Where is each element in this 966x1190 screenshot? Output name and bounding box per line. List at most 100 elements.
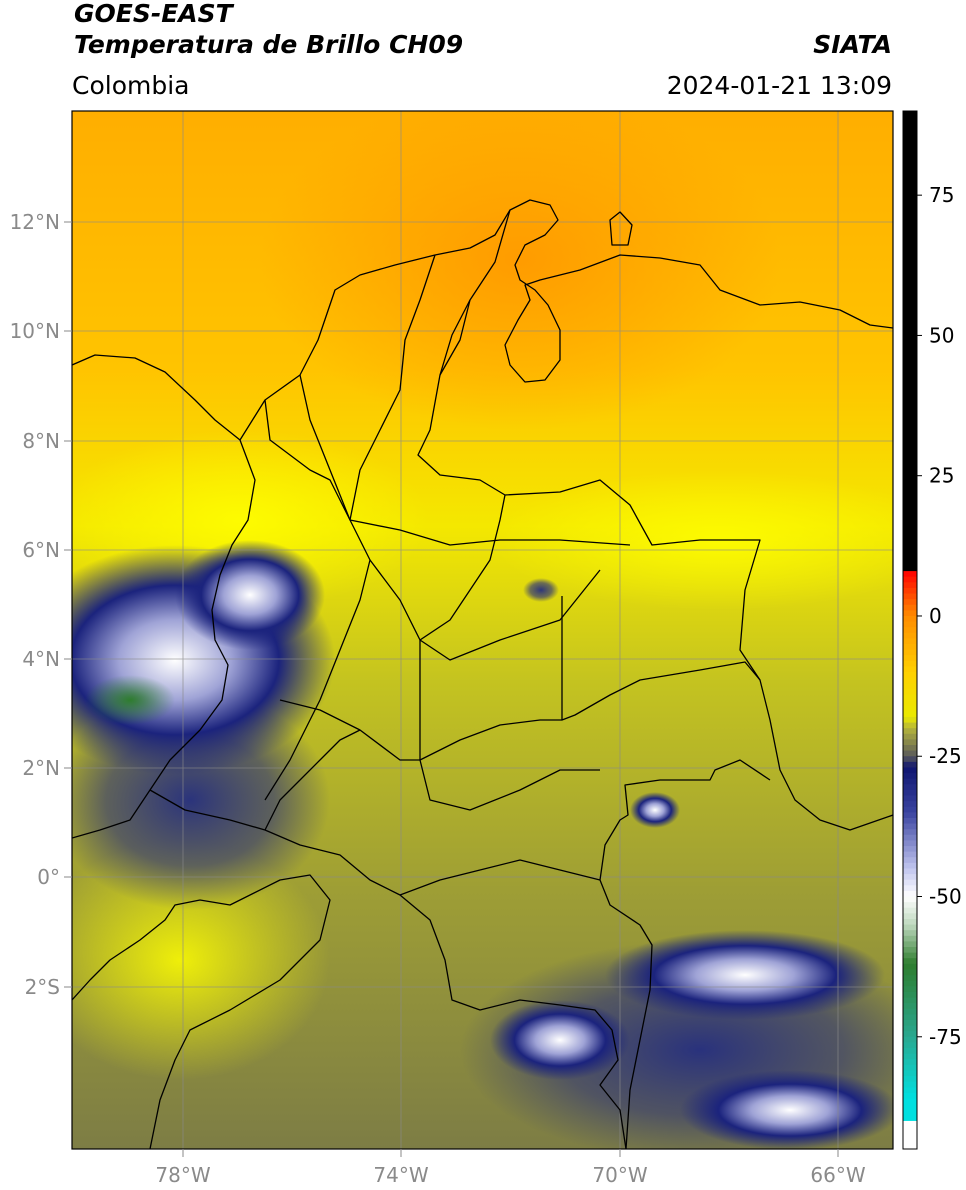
- colorbar-segment: [903, 352, 917, 359]
- colorbar-segment: [903, 324, 917, 331]
- colorbar-segment: [903, 991, 917, 999]
- small-cloud-cell-north: [523, 578, 559, 602]
- venezuela-south-border: [561, 596, 761, 721]
- colorbar-segment: [903, 761, 917, 769]
- colorbar-segment: [903, 380, 917, 387]
- colorbar-segment: [903, 1036, 917, 1043]
- colorbar-segment: [903, 520, 917, 527]
- dept-border-4: [419, 640, 600, 811]
- colorbar-segment: [903, 296, 917, 303]
- colorbar-segment: [903, 346, 917, 353]
- lat-tick-label: 12°N: [10, 210, 60, 234]
- colorbar-segment: [903, 284, 917, 292]
- lat-tick-label: 8°N: [22, 429, 60, 453]
- lat-axis: 12°N 10°N 8°N 6°N 4°N 2°N 0° 2°S: [10, 210, 72, 999]
- colorbar-segment: [903, 975, 917, 982]
- colorbar-segment: [903, 913, 917, 920]
- colorbar-segment: [903, 217, 917, 224]
- colorbar-segment: [903, 470, 917, 477]
- lat-tick-label: 6°N: [22, 538, 60, 562]
- colorbar-segment: [903, 425, 917, 432]
- yellow-band-east: [490, 470, 893, 610]
- colorbar-segment: [903, 627, 917, 634]
- colorbar-segment: [903, 1048, 917, 1055]
- colorbar-segment: [903, 857, 917, 864]
- colorbar-segment: [903, 509, 917, 516]
- colorbar-segment: [903, 935, 917, 942]
- colorbar-segment: [903, 116, 917, 123]
- colorbar-segment: [903, 733, 917, 741]
- colorbar-segment: [903, 1104, 917, 1111]
- map-frame: [71, 110, 894, 1150]
- colorbar-segment: [903, 756, 917, 763]
- colorbar-segment: [903, 329, 917, 337]
- satellite-title: GOES-EAST: [74, 0, 233, 28]
- source-label: SIATA: [813, 30, 892, 59]
- colorbar-segment: [903, 638, 917, 645]
- colorbar-segment: [903, 402, 917, 409]
- lat-tick-label: 4°N: [22, 647, 60, 671]
- colorbar-segment: [903, 1087, 917, 1094]
- colorbar-segment: [903, 750, 917, 757]
- colorbar-segment: [903, 660, 917, 668]
- colorbar-tick-label: 25: [929, 464, 954, 488]
- cold-cloud-south-west: [490, 1000, 630, 1080]
- colorbar-segment: [903, 419, 917, 426]
- colorbar-segment: [903, 610, 917, 617]
- colorbar-segment: [903, 986, 917, 993]
- colorbar-segment: [903, 548, 917, 555]
- colorbar-segment: [903, 312, 917, 320]
- colorbar-segment: [903, 587, 917, 595]
- dept-border-5: [419, 719, 562, 761]
- colorbar-segment: [903, 604, 917, 611]
- colorbar-segment: [903, 1003, 917, 1010]
- colorbar-segment: [903, 1098, 917, 1105]
- colorbar-segment: [903, 980, 917, 987]
- colorbar-segment: [903, 621, 917, 628]
- colorbar-segment: [903, 1042, 917, 1049]
- colorbar-tick-label: -25: [929, 744, 962, 768]
- colorbar-segment: [903, 930, 917, 937]
- colorbar-segment: [903, 666, 917, 673]
- lon-tick-label: 74°W: [373, 1163, 428, 1187]
- coastlines-borders: [72, 199, 893, 1149]
- colorbar-segment: [903, 739, 917, 746]
- colorbar-segment: [903, 430, 917, 438]
- colorbar-segment: [903, 301, 917, 308]
- colorbar-segment: [903, 537, 917, 544]
- colorbar-segment: [903, 1120, 917, 1128]
- colorbar-segment: [903, 582, 917, 589]
- colorbar-segment: [903, 773, 917, 780]
- colorbar-tick-label: 50: [929, 323, 954, 347]
- colorbar-segment: [903, 806, 917, 813]
- colorbar-segment: [903, 711, 917, 718]
- colorbar-segment: [903, 688, 917, 696]
- colorbar-segment: [903, 599, 917, 606]
- colorbar-segment: [903, 1031, 917, 1038]
- colorbar-segment: [903, 649, 917, 656]
- colorbar-segment: [903, 947, 917, 954]
- colorbar-segment: [903, 363, 917, 370]
- dept-border-11: [399, 859, 601, 896]
- colorbar-segment: [903, 1092, 917, 1100]
- colorbar-segment: [903, 615, 917, 623]
- colorbar-segment: [903, 593, 917, 600]
- colorbar-segment: [903, 997, 917, 1004]
- small-cloud-cell: [630, 792, 680, 828]
- colorbar-segment: [903, 543, 917, 550]
- colorbar-segment: [903, 498, 917, 505]
- colorbar-segment: [903, 458, 917, 466]
- dept-border-8: [349, 254, 436, 521]
- colorbar-segment: [903, 206, 917, 213]
- colorbar-segment: [903, 111, 917, 118]
- colorbar-tick-label: -75: [929, 1025, 962, 1049]
- colorbar-segment: [903, 722, 917, 729]
- colorbar-segment: [903, 907, 917, 914]
- colorbar-segment: [903, 150, 917, 157]
- colorbar-frame: [902, 110, 918, 1150]
- colorbar-segment: [903, 868, 917, 875]
- colorbar-segment: [903, 677, 917, 684]
- colorbar-segment: [903, 1008, 917, 1015]
- colorbar-segment: [903, 503, 917, 510]
- colorbar-segment: [903, 369, 917, 376]
